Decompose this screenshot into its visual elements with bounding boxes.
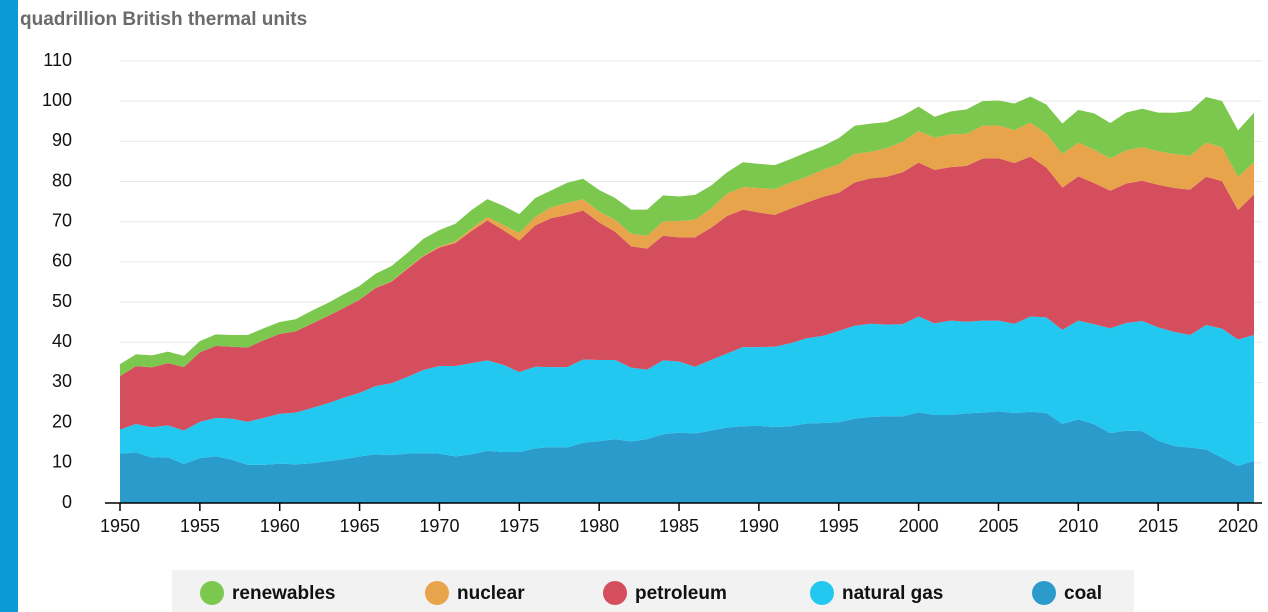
x-tick-label: 2010: [1058, 516, 1098, 536]
area: [120, 316, 1255, 467]
y-tick-label: 10: [52, 452, 72, 472]
y-tick-label: 50: [52, 291, 72, 311]
x-tick-label: 1995: [819, 516, 859, 536]
y-tick-label: 20: [52, 411, 72, 431]
x-tick-label: 1990: [739, 516, 779, 536]
x-tick-label: 2000: [899, 516, 939, 536]
y-tick-label: 40: [52, 331, 72, 351]
legend-label: natural gas: [842, 583, 943, 604]
legend-marker: [603, 581, 627, 605]
legend-box: [172, 570, 1134, 612]
legend-label: petroleum: [635, 583, 727, 604]
legend-marker: [1032, 581, 1056, 605]
area: [120, 411, 1255, 503]
y-tick-label: 80: [52, 170, 72, 190]
legend-label: coal: [1064, 583, 1102, 604]
area: [120, 122, 1255, 377]
x-tick-label: 1970: [419, 516, 459, 536]
x-tick-label: 1980: [579, 516, 619, 536]
legend-marker: [425, 581, 449, 605]
x-tick-label: 1975: [499, 516, 539, 536]
y-tick-label: 110: [43, 50, 72, 70]
legend-label: renewables: [232, 583, 336, 604]
y-tick-label: 60: [52, 251, 72, 271]
x-tick-label: 2005: [978, 516, 1018, 536]
area: [120, 96, 1255, 377]
area: [120, 156, 1255, 431]
x-tick-label: 1960: [260, 516, 300, 536]
x-tick-label: 1955: [180, 516, 220, 536]
x-tick-label: 1950: [100, 516, 140, 536]
y-tick-label: 30: [52, 371, 72, 391]
x-tick-label: 1965: [340, 516, 380, 536]
side-bar: [0, 0, 18, 612]
legend-marker: [810, 581, 834, 605]
y-tick-label: 70: [52, 210, 72, 230]
x-tick-label: 1985: [659, 516, 699, 536]
legend-label: nuclear: [457, 583, 525, 604]
y-tick-label: 100: [42, 90, 72, 110]
x-tick-label: 2020: [1218, 516, 1258, 536]
chart-title: quadrillion British thermal units: [20, 9, 307, 30]
y-tick-label: 90: [52, 130, 72, 150]
x-tick-label: 2015: [1138, 516, 1178, 536]
y-tick-label: 0: [62, 492, 72, 512]
legend-marker: [200, 581, 224, 605]
